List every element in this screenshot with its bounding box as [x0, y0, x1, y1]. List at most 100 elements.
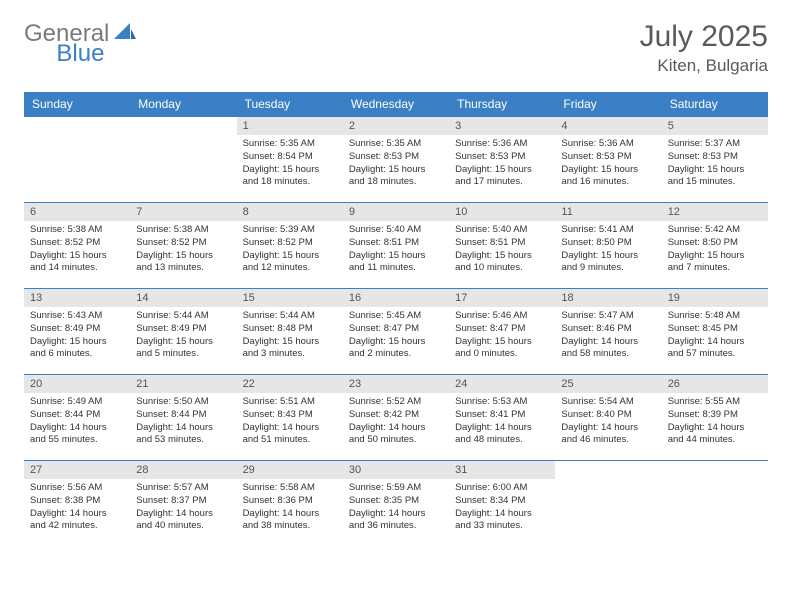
- day-details: Sunrise: 5:44 AMSunset: 8:49 PMDaylight:…: [130, 307, 236, 367]
- day-number: 22: [237, 375, 343, 393]
- day-details: Sunrise: 5:59 AMSunset: 8:35 PMDaylight:…: [343, 479, 449, 539]
- calendar-cell: 16Sunrise: 5:45 AMSunset: 8:47 PMDayligh…: [343, 289, 449, 375]
- weekday-header: Tuesday: [237, 92, 343, 117]
- logo-sail-icon: [114, 23, 136, 46]
- day-number: 25: [555, 375, 661, 393]
- day-number: 15: [237, 289, 343, 307]
- day-details: Sunrise: 5:54 AMSunset: 8:40 PMDaylight:…: [555, 393, 661, 453]
- calendar-cell: 17Sunrise: 5:46 AMSunset: 8:47 PMDayligh…: [449, 289, 555, 375]
- calendar-cell: 13Sunrise: 5:43 AMSunset: 8:49 PMDayligh…: [24, 289, 130, 375]
- day-details: Sunrise: 5:41 AMSunset: 8:50 PMDaylight:…: [555, 221, 661, 281]
- day-details: Sunrise: 5:40 AMSunset: 8:51 PMDaylight:…: [449, 221, 555, 281]
- day-details: Sunrise: 5:51 AMSunset: 8:43 PMDaylight:…: [237, 393, 343, 453]
- day-number: 11: [555, 203, 661, 221]
- calendar-cell: 25Sunrise: 5:54 AMSunset: 8:40 PMDayligh…: [555, 375, 661, 461]
- day-number: 7: [130, 203, 236, 221]
- day-details: Sunrise: 5:45 AMSunset: 8:47 PMDaylight:…: [343, 307, 449, 367]
- day-details: Sunrise: 5:38 AMSunset: 8:52 PMDaylight:…: [24, 221, 130, 281]
- calendar-cell: 8Sunrise: 5:39 AMSunset: 8:52 PMDaylight…: [237, 203, 343, 289]
- day-details: Sunrise: 5:46 AMSunset: 8:47 PMDaylight:…: [449, 307, 555, 367]
- day-details: Sunrise: 5:36 AMSunset: 8:53 PMDaylight:…: [449, 135, 555, 195]
- day-number: 14: [130, 289, 236, 307]
- day-number: 4: [555, 117, 661, 135]
- day-number: 26: [662, 375, 768, 393]
- weekday-header: Sunday: [24, 92, 130, 117]
- calendar-body: 1Sunrise: 5:35 AMSunset: 8:54 PMDaylight…: [24, 117, 768, 547]
- day-number: 16: [343, 289, 449, 307]
- day-details: Sunrise: 5:53 AMSunset: 8:41 PMDaylight:…: [449, 393, 555, 453]
- day-number: 2: [343, 117, 449, 135]
- calendar-cell: 12Sunrise: 5:42 AMSunset: 8:50 PMDayligh…: [662, 203, 768, 289]
- day-details: Sunrise: 5:43 AMSunset: 8:49 PMDaylight:…: [24, 307, 130, 367]
- weekday-header: Friday: [555, 92, 661, 117]
- day-number: 21: [130, 375, 236, 393]
- calendar-cell: 21Sunrise: 5:50 AMSunset: 8:44 PMDayligh…: [130, 375, 236, 461]
- day-number: 9: [343, 203, 449, 221]
- day-details: Sunrise: 5:52 AMSunset: 8:42 PMDaylight:…: [343, 393, 449, 453]
- calendar-cell: 27Sunrise: 5:56 AMSunset: 8:38 PMDayligh…: [24, 461, 130, 547]
- calendar-cell: 6Sunrise: 5:38 AMSunset: 8:52 PMDaylight…: [24, 203, 130, 289]
- day-details: Sunrise: 5:47 AMSunset: 8:46 PMDaylight:…: [555, 307, 661, 367]
- calendar-cell: 20Sunrise: 5:49 AMSunset: 8:44 PMDayligh…: [24, 375, 130, 461]
- calendar-cell: 11Sunrise: 5:41 AMSunset: 8:50 PMDayligh…: [555, 203, 661, 289]
- calendar-cell: 4Sunrise: 5:36 AMSunset: 8:53 PMDaylight…: [555, 117, 661, 203]
- day-number: 10: [449, 203, 555, 221]
- day-details: Sunrise: 5:55 AMSunset: 8:39 PMDaylight:…: [662, 393, 768, 453]
- day-number: 20: [24, 375, 130, 393]
- weekday-header: Thursday: [449, 92, 555, 117]
- day-number: 1: [237, 117, 343, 135]
- day-number: 23: [343, 375, 449, 393]
- calendar-cell: [24, 117, 130, 203]
- calendar-cell: [662, 461, 768, 547]
- day-details: Sunrise: 5:37 AMSunset: 8:53 PMDaylight:…: [662, 135, 768, 195]
- day-details: Sunrise: 5:58 AMSunset: 8:36 PMDaylight:…: [237, 479, 343, 539]
- day-number: 19: [662, 289, 768, 307]
- day-details: Sunrise: 6:00 AMSunset: 8:34 PMDaylight:…: [449, 479, 555, 539]
- day-number: 8: [237, 203, 343, 221]
- day-number: 27: [24, 461, 130, 479]
- day-details: Sunrise: 5:44 AMSunset: 8:48 PMDaylight:…: [237, 307, 343, 367]
- calendar-cell: 1Sunrise: 5:35 AMSunset: 8:54 PMDaylight…: [237, 117, 343, 203]
- calendar-cell: 19Sunrise: 5:48 AMSunset: 8:45 PMDayligh…: [662, 289, 768, 375]
- day-details: Sunrise: 5:49 AMSunset: 8:44 PMDaylight:…: [24, 393, 130, 453]
- logo-text-blue: Blue: [56, 40, 104, 68]
- calendar-cell: 26Sunrise: 5:55 AMSunset: 8:39 PMDayligh…: [662, 375, 768, 461]
- calendar-cell: 9Sunrise: 5:40 AMSunset: 8:51 PMDaylight…: [343, 203, 449, 289]
- day-number: 29: [237, 461, 343, 479]
- calendar-cell: 2Sunrise: 5:35 AMSunset: 8:53 PMDaylight…: [343, 117, 449, 203]
- calendar-cell: 10Sunrise: 5:40 AMSunset: 8:51 PMDayligh…: [449, 203, 555, 289]
- day-details: Sunrise: 5:50 AMSunset: 8:44 PMDaylight:…: [130, 393, 236, 453]
- calendar-cell: 14Sunrise: 5:44 AMSunset: 8:49 PMDayligh…: [130, 289, 236, 375]
- day-details: Sunrise: 5:40 AMSunset: 8:51 PMDaylight:…: [343, 221, 449, 281]
- day-details: Sunrise: 5:36 AMSunset: 8:53 PMDaylight:…: [555, 135, 661, 195]
- day-details: Sunrise: 5:57 AMSunset: 8:37 PMDaylight:…: [130, 479, 236, 539]
- calendar-cell: 7Sunrise: 5:38 AMSunset: 8:52 PMDaylight…: [130, 203, 236, 289]
- day-number: 3: [449, 117, 555, 135]
- day-details: Sunrise: 5:35 AMSunset: 8:54 PMDaylight:…: [237, 135, 343, 195]
- day-number: 17: [449, 289, 555, 307]
- weekday-header: Monday: [130, 92, 236, 117]
- calendar-table: SundayMondayTuesdayWednesdayThursdayFrid…: [24, 92, 768, 547]
- title-block: July 2025 Kiten, Bulgaria: [640, 20, 768, 76]
- calendar-cell: 22Sunrise: 5:51 AMSunset: 8:43 PMDayligh…: [237, 375, 343, 461]
- calendar-cell: 29Sunrise: 5:58 AMSunset: 8:36 PMDayligh…: [237, 461, 343, 547]
- day-details: Sunrise: 5:48 AMSunset: 8:45 PMDaylight:…: [662, 307, 768, 367]
- day-details: Sunrise: 5:56 AMSunset: 8:38 PMDaylight:…: [24, 479, 130, 539]
- calendar-cell: 5Sunrise: 5:37 AMSunset: 8:53 PMDaylight…: [662, 117, 768, 203]
- day-details: Sunrise: 5:39 AMSunset: 8:52 PMDaylight:…: [237, 221, 343, 281]
- header: General Blue July 2025 Kiten, Bulgaria: [24, 20, 768, 76]
- calendar-cell: 24Sunrise: 5:53 AMSunset: 8:41 PMDayligh…: [449, 375, 555, 461]
- day-number: 5: [662, 117, 768, 135]
- calendar-cell: 30Sunrise: 5:59 AMSunset: 8:35 PMDayligh…: [343, 461, 449, 547]
- day-details: Sunrise: 5:42 AMSunset: 8:50 PMDaylight:…: [662, 221, 768, 281]
- calendar-cell: 15Sunrise: 5:44 AMSunset: 8:48 PMDayligh…: [237, 289, 343, 375]
- page-title: July 2025: [640, 20, 768, 54]
- calendar-cell: 23Sunrise: 5:52 AMSunset: 8:42 PMDayligh…: [343, 375, 449, 461]
- day-number: 30: [343, 461, 449, 479]
- location-label: Kiten, Bulgaria: [640, 56, 768, 76]
- calendar-cell: 28Sunrise: 5:57 AMSunset: 8:37 PMDayligh…: [130, 461, 236, 547]
- day-number: 13: [24, 289, 130, 307]
- weekday-header: Saturday: [662, 92, 768, 117]
- calendar-cell: [130, 117, 236, 203]
- calendar-head: SundayMondayTuesdayWednesdayThursdayFrid…: [24, 92, 768, 117]
